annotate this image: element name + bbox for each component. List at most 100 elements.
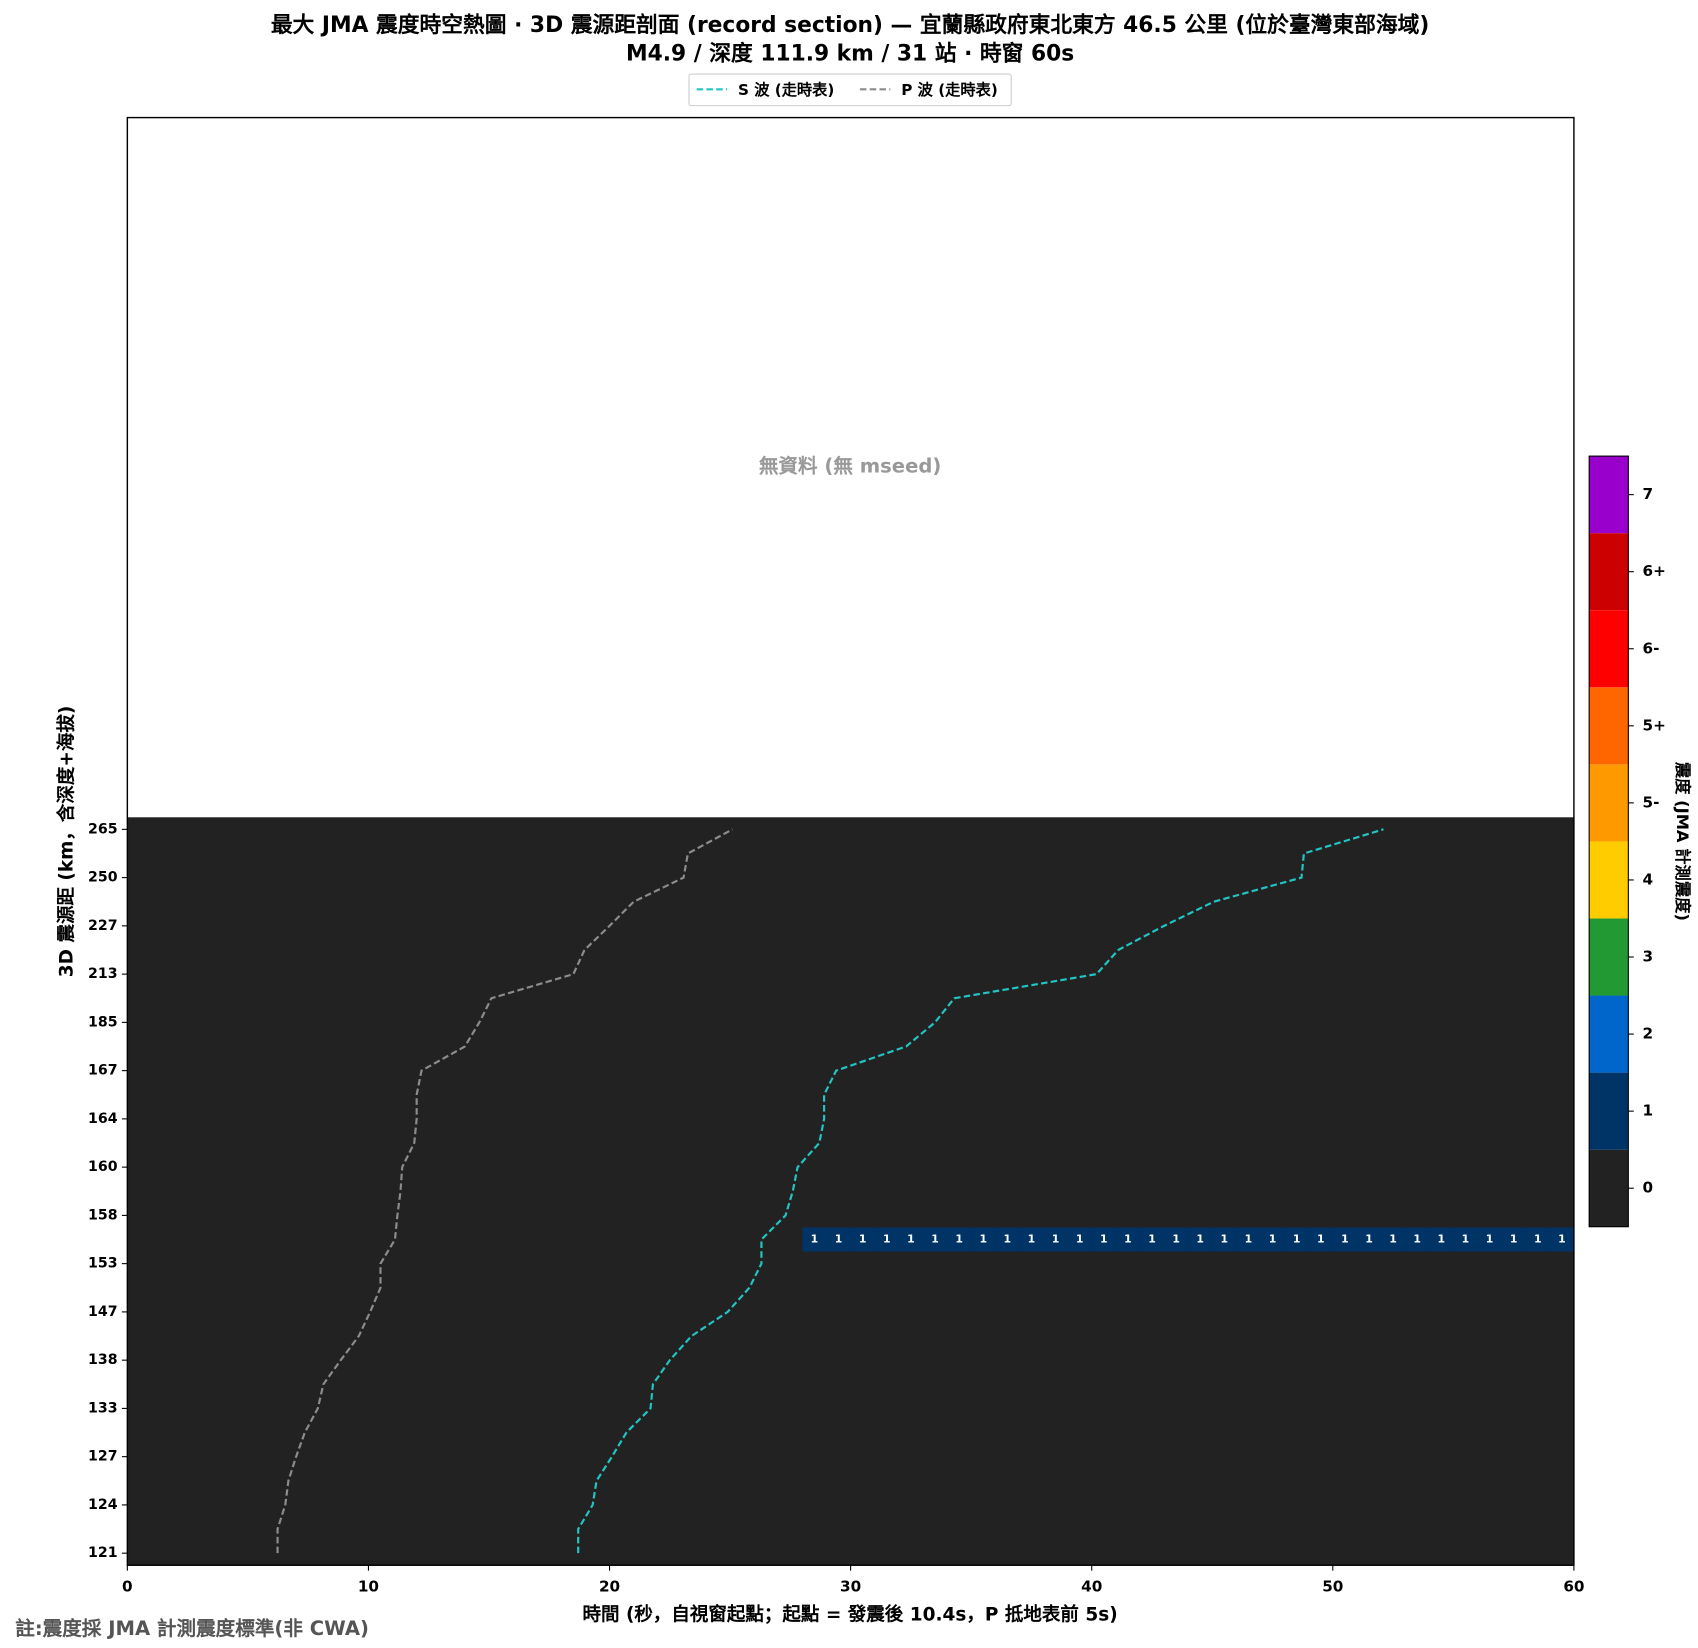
cell-label: 1 (1052, 1233, 1060, 1246)
x-tick-label: 0 (122, 1578, 133, 1596)
heatmap-cell (1453, 1227, 1478, 1252)
heatmap-cell (995, 1227, 1020, 1252)
legend-label: S 波 (走時表) (738, 81, 834, 99)
heatmap-cell (802, 1227, 827, 1252)
colorbar-tick-label: 2 (1642, 1025, 1653, 1043)
colorbar-tick-label: 6+ (1642, 562, 1665, 580)
y-tick-label: 227 (88, 918, 118, 934)
colorbar-segment (1589, 918, 1629, 996)
heatmap-cell (1525, 1227, 1550, 1252)
cell-label: 1 (1124, 1233, 1132, 1246)
x-axis-label: 時間 (秒，自視窗起點；起點 = 發震後 10.4s，P 抵地表前 5s) (583, 1603, 1118, 1625)
colorbar-tick-label: 5- (1642, 793, 1659, 811)
chart-subtitle: M4.9 / 深度 111.9 km / 31 站 · 時窗 60s (626, 40, 1074, 66)
colorbar-segment (1589, 610, 1629, 688)
y-tick-label: 250 (88, 870, 118, 886)
heatmap-background (127, 817, 1574, 1566)
footnote: 註:震度採 JMA 計測震度標準(非 CWA) (15, 1617, 369, 1640)
cell-label: 1 (1221, 1233, 1229, 1246)
y-tick-label: 153 (88, 1256, 118, 1272)
heatmap-cell (1332, 1227, 1357, 1252)
cell-label: 1 (835, 1233, 843, 1246)
heatmap-cell (971, 1227, 996, 1252)
cell-label: 1 (1558, 1233, 1566, 1246)
y-tick-label: 185 (88, 1014, 118, 1030)
cell-label: 1 (907, 1233, 915, 1246)
cell-label: 1 (1462, 1233, 1470, 1246)
colorbar-segment (1589, 456, 1629, 534)
cell-label: 1 (859, 1233, 867, 1246)
heatmap-cell (1284, 1227, 1309, 1252)
heatmap-cell (1139, 1227, 1165, 1252)
y-tick-label: 158 (88, 1207, 118, 1223)
cell-label: 1 (1004, 1233, 1012, 1246)
colorbar-segment (1589, 1072, 1629, 1150)
cell-label: 1 (1148, 1233, 1156, 1246)
y-tick-label: 124 (88, 1497, 118, 1513)
cell-label: 1 (1389, 1233, 1397, 1246)
y-tick-label: 213 (88, 966, 118, 982)
colorbar-tick-label: 5+ (1642, 716, 1665, 734)
heatmap-cell (1043, 1227, 1068, 1252)
heatmap-cell (922, 1227, 948, 1252)
heatmap-cell (1549, 1227, 1574, 1252)
colorbar-tick-label: 6- (1642, 639, 1659, 657)
cell-label: 1 (1172, 1233, 1180, 1246)
colorbar-segment (1589, 995, 1629, 1073)
heatmap-cell (1019, 1227, 1044, 1252)
heatmap-cell (874, 1227, 899, 1252)
y-tick-label: 265 (88, 821, 118, 837)
cell-label: 1 (979, 1233, 987, 1246)
y-tick-label: 164 (88, 1111, 118, 1127)
cell-label: 1 (1365, 1233, 1373, 1246)
heatmap-cell (898, 1227, 923, 1252)
cell-label: 1 (931, 1233, 939, 1246)
heatmap-cell (947, 1227, 972, 1252)
x-tick-label: 30 (840, 1578, 861, 1596)
cell-label: 1 (1293, 1233, 1301, 1246)
y-tick-label: 133 (88, 1400, 118, 1416)
colorbar-segment (1589, 687, 1629, 765)
colorbar-segment (1589, 764, 1629, 842)
cell-label: 1 (1341, 1233, 1349, 1246)
heatmap-cell (1260, 1227, 1285, 1252)
no-data-note: 無資料 (無 mseed) (759, 454, 941, 477)
y-tick-label: 167 (88, 1063, 118, 1079)
y-tick-label: 138 (88, 1352, 118, 1368)
heatmap-cell (1501, 1227, 1526, 1252)
heatmap-cell (1115, 1227, 1140, 1252)
heatmap-cell (1405, 1227, 1430, 1252)
heatmap-cell (1067, 1227, 1092, 1252)
colorbar-segment (1589, 841, 1629, 919)
x-tick-label: 40 (1081, 1578, 1102, 1596)
heatmap-cell (1212, 1227, 1237, 1252)
colorbar-tick-label: 0 (1642, 1179, 1653, 1197)
colorbar-tick-label: 1 (1642, 1102, 1653, 1120)
colorbar-tick-label: 4 (1642, 870, 1653, 888)
cell-label: 1 (1413, 1233, 1421, 1246)
heatmap-cell (1356, 1227, 1382, 1252)
legend-box (688, 73, 1012, 107)
cell-label: 1 (1486, 1233, 1494, 1246)
heatmap-cell (1381, 1227, 1406, 1252)
heatmap-cell (826, 1227, 851, 1252)
heatmap-cell (1477, 1227, 1502, 1252)
colorbar-tick-label: 7 (1642, 485, 1653, 503)
heatmap-cell (1091, 1227, 1116, 1252)
colorbar-segment (1589, 533, 1629, 611)
heatmap-cell (1188, 1227, 1213, 1252)
colorbar-segment (1589, 1149, 1629, 1227)
cell-label: 1 (1100, 1233, 1108, 1246)
travel-time-line (577, 828, 1384, 1554)
cell-label: 1 (1510, 1233, 1518, 1246)
y-tick-label: 160 (88, 1159, 118, 1175)
cell-label: 1 (811, 1233, 819, 1246)
colorbar-label: 震度 (JMA 計測震度) (1673, 762, 1692, 921)
cell-label: 1 (1269, 1233, 1277, 1246)
cell-label: 1 (1534, 1233, 1542, 1246)
cell-label: 1 (1317, 1233, 1325, 1246)
heatmap-cell (1164, 1227, 1189, 1252)
heatmap-cell (850, 1227, 875, 1252)
colorbar-frame (1588, 455, 1629, 1228)
